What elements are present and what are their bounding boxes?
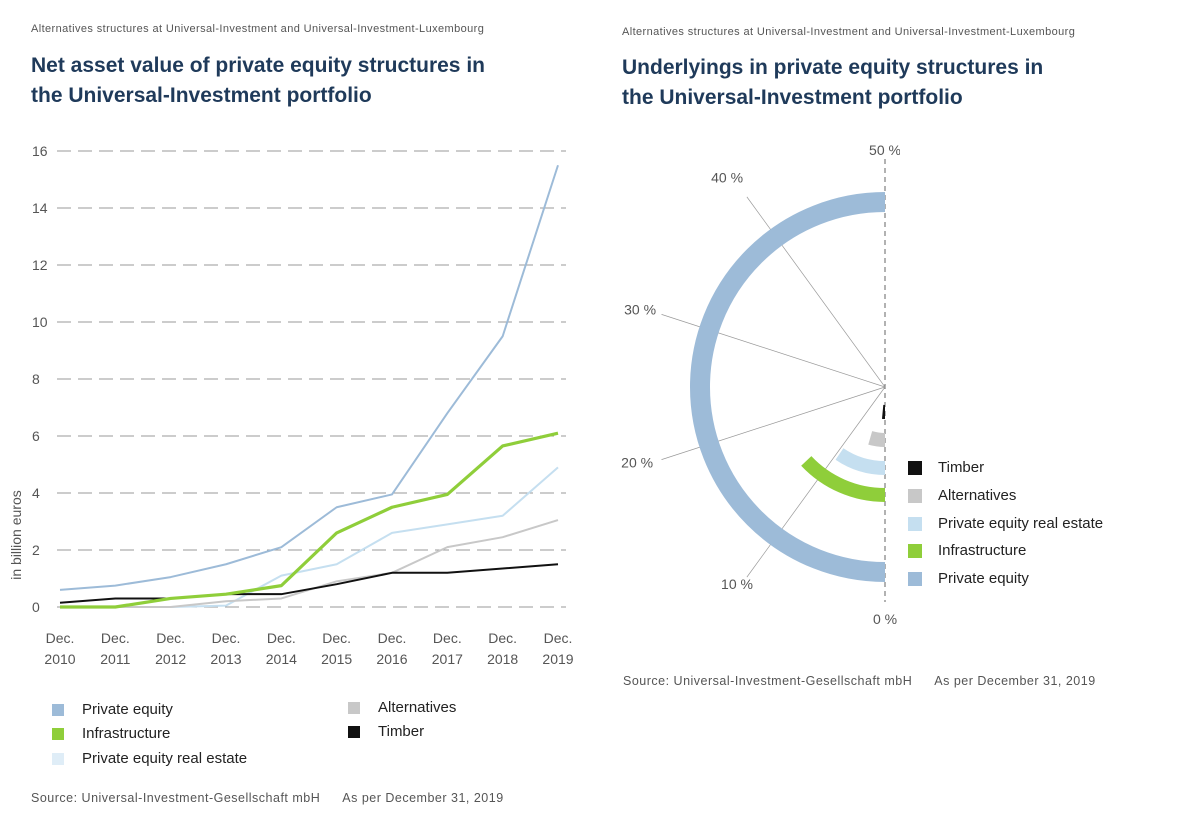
x-tick-label: 2012 bbox=[155, 651, 186, 667]
legend-swatch-infrastructure bbox=[52, 727, 64, 740]
x-tick-label: 2010 bbox=[44, 651, 75, 667]
line-chart-panel: Alternatives structures at Universal-Inv… bbox=[0, 0, 590, 827]
x-tick-label: Dec. bbox=[101, 630, 130, 646]
legend-label-private-equity-real-estate: Private equity real estate bbox=[82, 750, 248, 767]
x-tick-label: Dec. bbox=[46, 630, 75, 646]
legend-item-infrastructure: Infrastructure bbox=[52, 725, 170, 742]
legend-label-infrastructure: Infrastructure bbox=[82, 725, 171, 742]
legend-item-infrastructure-r: Infrastructure bbox=[908, 542, 1026, 559]
right-chart-title: Underlyings in private equity structures… bbox=[622, 53, 1043, 113]
legend-item-private-equity-r: Private equity bbox=[908, 570, 1029, 587]
x-tick-label: Dec. bbox=[267, 630, 296, 646]
legend-item-private-equity-real-estate: Private equity real estate bbox=[52, 750, 247, 767]
legend-item-alternatives: Alternatives bbox=[348, 699, 456, 716]
legend-swatch-timber bbox=[348, 725, 360, 738]
y-axis-label: in billion euros bbox=[8, 490, 24, 580]
spoke-30 bbox=[661, 314, 886, 388]
legend-item-timber-r: Timber bbox=[908, 459, 984, 476]
series-line-private-equity-real-estate bbox=[60, 466, 559, 608]
x-tick-label: 2018 bbox=[487, 651, 518, 667]
legend-label-private-equity-real-estate-r: Private equity real estate bbox=[938, 515, 1104, 532]
radial-axis-label: 30 % bbox=[624, 302, 656, 318]
radial-axis-label: 0 % bbox=[873, 611, 897, 627]
legend-label-timber: Timber bbox=[378, 723, 425, 740]
radial-bar-private-equity bbox=[690, 192, 886, 582]
x-tick-label: 2016 bbox=[376, 651, 407, 667]
x-tick-label: 2011 bbox=[100, 651, 130, 667]
y-tick-label: 12 bbox=[32, 257, 48, 273]
legend-item-alternatives-r: Alternatives bbox=[908, 487, 1016, 504]
right-source: Source: Universal-Investment-Gesellschaf… bbox=[623, 674, 913, 688]
x-tick-label: Dec. bbox=[433, 630, 462, 646]
right-title-line1: Underlyings in private equity structures… bbox=[622, 56, 1044, 79]
radial-chart: 0 % 10 % 20 % 30 % 40 % 50 % bbox=[621, 142, 900, 627]
x-tick-label: Dec. bbox=[544, 630, 573, 646]
y-tick-label: 0 bbox=[32, 599, 40, 615]
line-chart: 0 2 4 6 8 10 12 14 16 in billion euros Dec. 2010 Dec… bbox=[8, 143, 574, 667]
x-tick-label: Dec. bbox=[156, 630, 185, 646]
x-tick-label: 2017 bbox=[432, 651, 463, 667]
x-tick-label: 2014 bbox=[266, 651, 297, 667]
y-tick-label: 10 bbox=[32, 314, 48, 330]
legend-swatch-timber-r bbox=[908, 460, 922, 475]
x-tick-label: Dec. bbox=[488, 630, 517, 646]
left-source-line: Source: Universal-Investment-Gesellschaf… bbox=[31, 791, 504, 805]
left-as-of: As per December 31, 2019 bbox=[342, 791, 504, 805]
right-title-line2: the Universal-Investment portfolio bbox=[622, 86, 963, 109]
legend-item-private-equity-real-estate-r: Private equity real estate bbox=[908, 515, 1103, 532]
radial-bar-private-equity-real-estate bbox=[835, 448, 886, 475]
legend-label-infrastructure-r: Infrastructure bbox=[938, 542, 1027, 559]
legend-item-private-equity: Private equity bbox=[52, 701, 173, 718]
legend-label-alternatives-r: Alternatives bbox=[938, 487, 1017, 504]
legend-swatch-alternatives-r bbox=[908, 488, 922, 503]
legend-label-timber-r: Timber bbox=[938, 459, 985, 476]
y-tick-label: 4 bbox=[32, 485, 40, 501]
left-title-line2: the Universal-Investment portfolio bbox=[31, 84, 372, 107]
series-line-private-equity bbox=[59, 164, 559, 591]
y-tick-label: 8 bbox=[32, 371, 40, 387]
x-tick-label: 2015 bbox=[321, 651, 352, 667]
y-tick-label: 16 bbox=[32, 143, 48, 159]
legend-item-timber: Timber bbox=[348, 723, 424, 740]
y-tick-label: 2 bbox=[32, 542, 40, 558]
x-tick-label: Dec. bbox=[322, 630, 351, 646]
radial-chart-panel: Alternatives structures at Universal-Inv… bbox=[590, 0, 1182, 827]
legend-swatch-infrastructure-r bbox=[908, 543, 922, 558]
legend-swatch-private-equity-real-estate bbox=[52, 752, 64, 765]
legend-swatch-private-equity-r bbox=[908, 571, 922, 586]
legend-swatch-alternatives bbox=[348, 701, 360, 714]
x-tick-label: 2013 bbox=[210, 651, 241, 667]
legend-swatch-private-equity-real-estate-r bbox=[908, 516, 922, 531]
right-supertitle: Alternatives structures at Universal-Inv… bbox=[622, 26, 1076, 38]
legend-label-private-equity-r: Private equity bbox=[938, 570, 1029, 587]
y-tick-label: 14 bbox=[32, 200, 48, 216]
series-line-alternatives bbox=[60, 519, 559, 608]
radial-axis-label: 20 % bbox=[621, 455, 653, 471]
left-source: Source: Universal-Investment-Gesellschaf… bbox=[31, 791, 321, 805]
spoke-20 bbox=[661, 386, 886, 460]
right-source-line: Source: Universal-Investment-Gesellschaf… bbox=[623, 674, 1096, 688]
series-line-infrastructure bbox=[60, 431, 559, 609]
x-tick-label: Dec. bbox=[212, 630, 241, 646]
x-tick-label: Dec. bbox=[378, 630, 407, 646]
y-tick-label: 6 bbox=[32, 428, 40, 444]
x-tick-label: 2019 bbox=[542, 651, 573, 667]
spoke-40 bbox=[746, 196, 886, 388]
radial-axis-label: 40 % bbox=[711, 170, 743, 186]
radial-axis-label: 10 % bbox=[721, 576, 753, 592]
legend-swatch-private-equity bbox=[52, 703, 64, 716]
legend-label-alternatives: Alternatives bbox=[378, 699, 457, 716]
radial-axis-label: 50 % bbox=[869, 142, 900, 158]
left-title-line1: Net asset value of private equity struct… bbox=[31, 54, 485, 77]
left-chart-title: Net asset value of private equity struct… bbox=[31, 51, 485, 111]
legend-label-private-equity: Private equity bbox=[82, 701, 173, 718]
left-supertitle: Alternatives structures at Universal-Inv… bbox=[31, 23, 485, 35]
spoke-10 bbox=[746, 386, 886, 578]
right-as-of: As per December 31, 2019 bbox=[934, 674, 1096, 688]
series-line-timber bbox=[59, 563, 559, 604]
radial-bar-infrastructure bbox=[801, 456, 886, 502]
radial-bar-alternatives bbox=[868, 431, 886, 447]
